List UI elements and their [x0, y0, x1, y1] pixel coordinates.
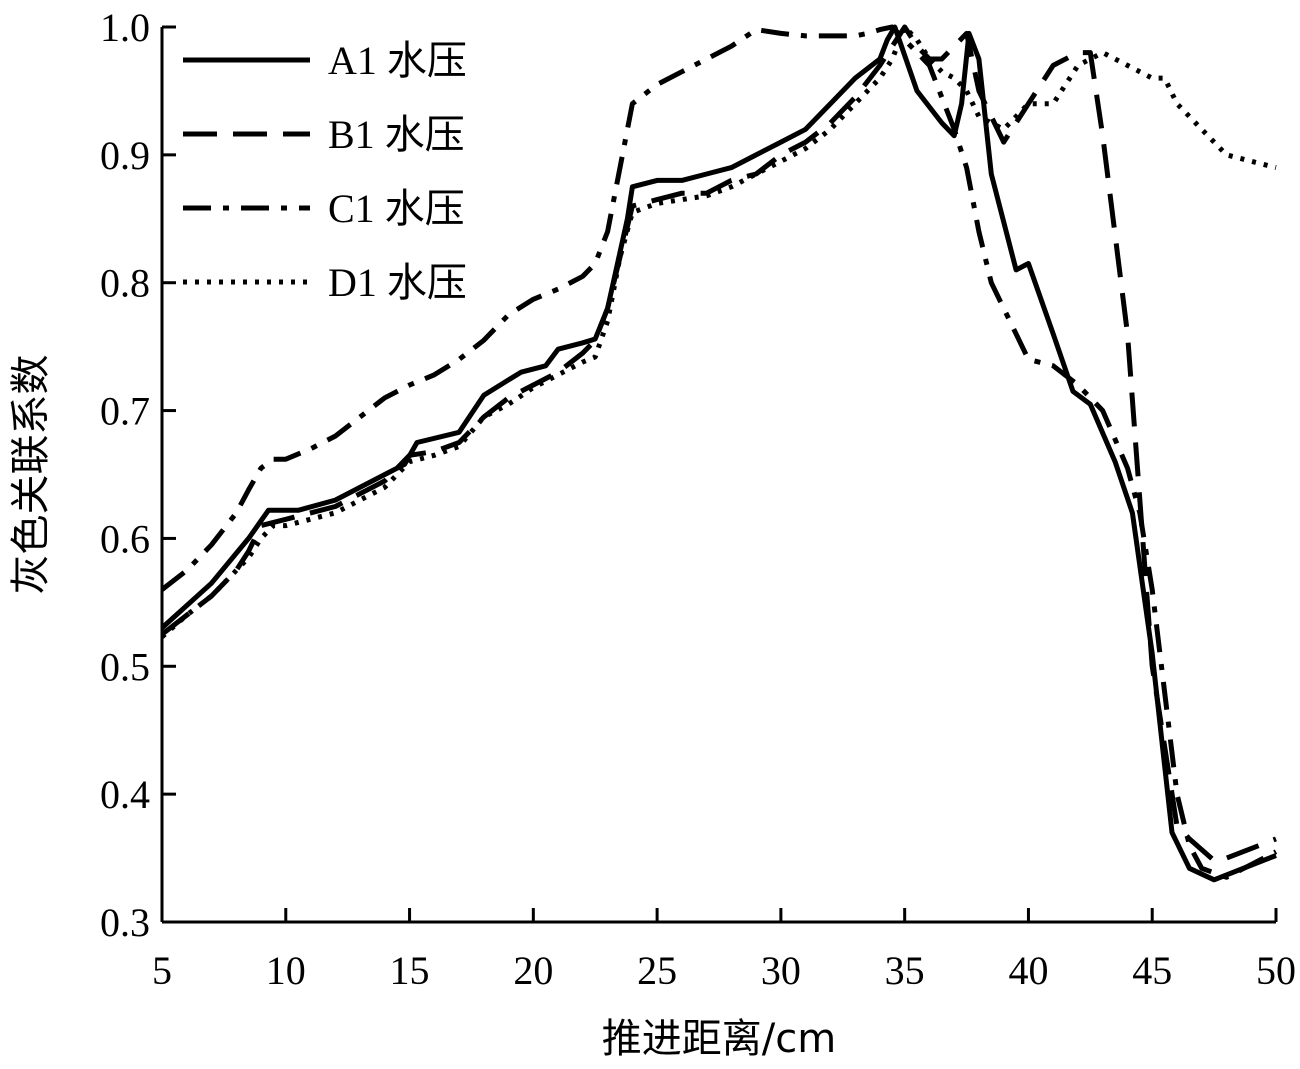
y-tick-label: 0.9 — [100, 133, 150, 178]
x-axis-ticks: 5 10 15 20 25 30 35 40 45 50 — [152, 908, 1296, 993]
x-tick-label: 40 — [1008, 948, 1048, 993]
y-tick-label: 0.5 — [100, 644, 150, 689]
y-axis-ticks: 0.3 0.4 0.5 0.6 0.7 0.8 0.9 1.0 — [100, 5, 176, 945]
x-tick-label: 45 — [1132, 948, 1172, 993]
x-axis-title: 推进距离/cm — [602, 1016, 836, 1062]
legend-label-4: D1 水压 — [328, 260, 467, 305]
x-tick-label: 20 — [513, 948, 553, 993]
series-line-4 — [160, 24, 1277, 639]
legend-label-1: A1 水压 — [328, 38, 467, 83]
y-tick-label: 0.8 — [100, 261, 150, 306]
y-tick-label: 0.3 — [100, 900, 150, 945]
legend-label-2: B1 水压 — [328, 112, 465, 157]
series-layer — [160, 24, 1278, 883]
y-tick-label: 1.0 — [100, 5, 150, 50]
x-tick-label: 50 — [1256, 948, 1296, 993]
legend-label-3: C1 水压 — [328, 186, 465, 231]
x-tick-label: 5 — [152, 948, 172, 993]
plot-frame — [160, 27, 1276, 924]
y-tick-label: 0.6 — [100, 516, 150, 561]
x-tick-label: 30 — [761, 948, 801, 993]
series-line-1 — [160, 24, 1277, 883]
series-line-3 — [160, 24, 1278, 880]
y-axis-title: 灰色关联系数 — [8, 355, 54, 595]
y-tick-label: 0.4 — [100, 772, 150, 817]
x-tick-label: 15 — [390, 948, 430, 993]
x-tick-label: 10 — [266, 948, 306, 993]
legend: A1 水压 B1 水压 C1 水压 D1 水压 — [183, 38, 467, 305]
x-tick-label: 25 — [637, 948, 677, 993]
x-tick-label: 35 — [885, 948, 925, 993]
y-tick-label: 0.7 — [100, 389, 150, 434]
